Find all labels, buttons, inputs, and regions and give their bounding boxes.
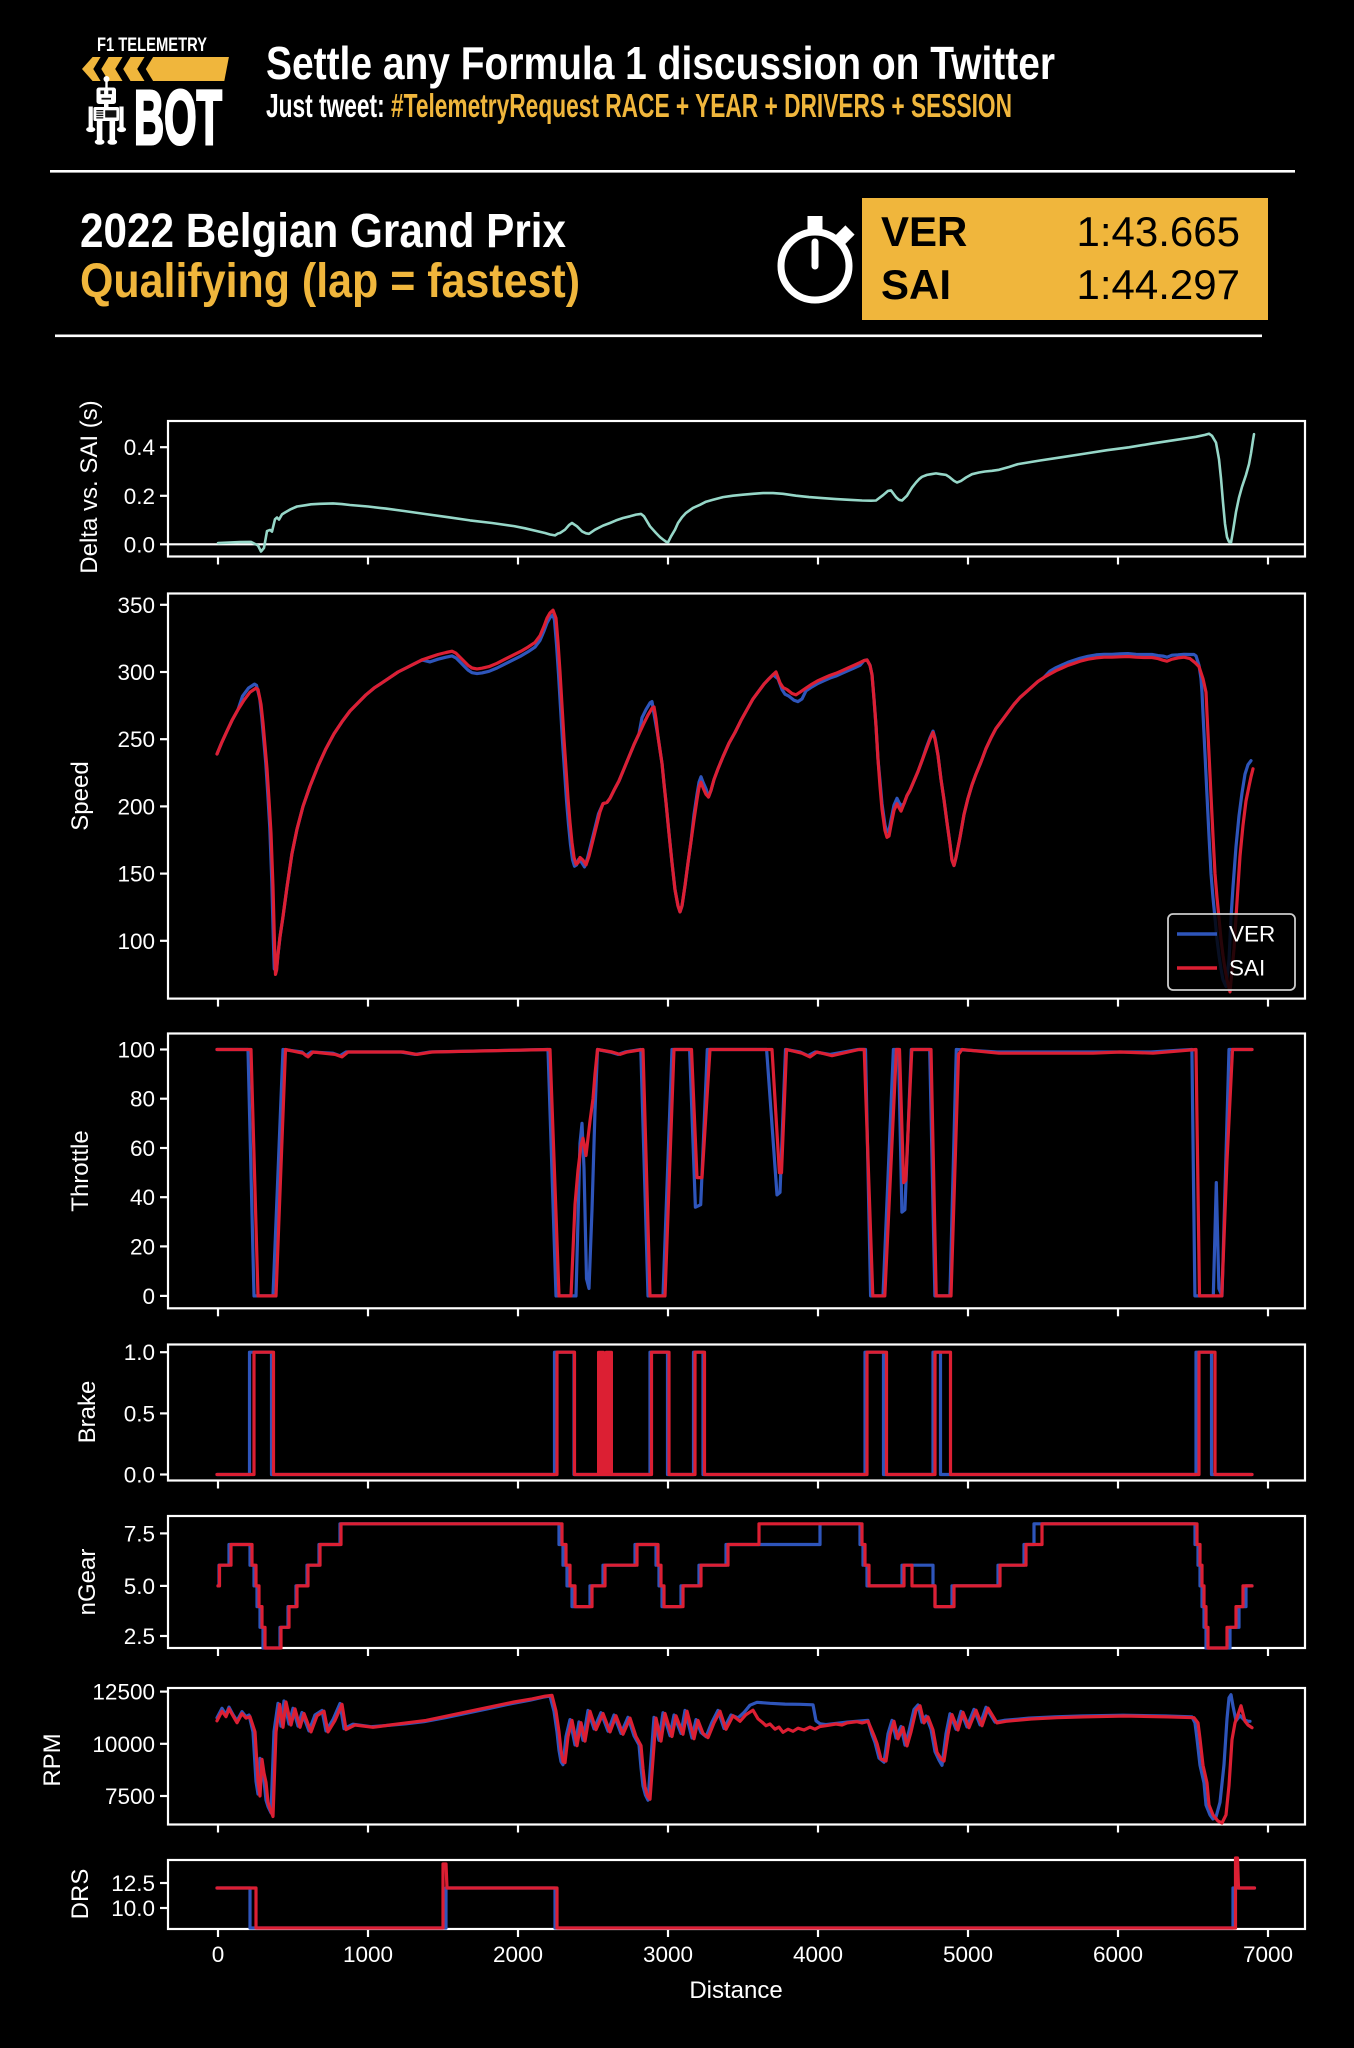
svg-text:7500: 7500	[105, 1784, 155, 1809]
svg-text:VER: VER	[1229, 922, 1275, 947]
svg-text:100: 100	[117, 929, 155, 954]
svg-text:0.4: 0.4	[124, 435, 155, 460]
svg-text:20: 20	[130, 1234, 155, 1259]
svg-text:Speed: Speed	[67, 761, 94, 830]
svg-text:1.0: 1.0	[124, 1340, 155, 1365]
svg-text:0.5: 0.5	[124, 1401, 155, 1426]
svg-text:DRS: DRS	[67, 1869, 94, 1920]
svg-text:SAI: SAI	[881, 261, 951, 308]
svg-text:3000: 3000	[643, 1942, 693, 1967]
svg-text:2000: 2000	[493, 1942, 543, 1967]
svg-text:250: 250	[117, 727, 155, 752]
svg-text:40: 40	[130, 1185, 155, 1210]
svg-text:1:44.297: 1:44.297	[1077, 261, 1241, 308]
svg-text:6000: 6000	[1093, 1942, 1143, 1967]
svg-text:BOT: BOT	[134, 75, 222, 161]
svg-text:100: 100	[117, 1038, 155, 1063]
svg-text:1:43.665: 1:43.665	[1077, 208, 1241, 255]
svg-text:7.5: 7.5	[124, 1521, 155, 1546]
svg-text:200: 200	[117, 794, 155, 819]
svg-text:1000: 1000	[343, 1942, 393, 1967]
svg-text:7000: 7000	[1243, 1942, 1293, 1967]
svg-text:5000: 5000	[943, 1942, 993, 1967]
svg-text:12.5: 12.5	[111, 1871, 155, 1896]
svg-text:0.0: 0.0	[124, 532, 155, 557]
svg-text:2022 Belgian Grand Prix: 2022 Belgian Grand Prix	[80, 205, 566, 258]
svg-text:F1 TELEMETRY: F1 TELEMETRY	[97, 35, 207, 56]
svg-text:Settle any Formula 1 discussio: Settle any Formula 1 discussion on Twitt…	[266, 37, 1055, 89]
svg-text:RPM: RPM	[39, 1733, 66, 1786]
svg-text:60: 60	[130, 1136, 155, 1161]
svg-text:300: 300	[117, 660, 155, 685]
svg-text:10.0: 10.0	[111, 1896, 155, 1921]
svg-text:2.5: 2.5	[124, 1624, 155, 1649]
svg-text:0.2: 0.2	[124, 484, 155, 509]
svg-text:Qualifying (lap = fastest): Qualifying (lap = fastest)	[80, 255, 580, 308]
svg-text:SAI: SAI	[1229, 956, 1265, 981]
svg-text:Distance: Distance	[689, 1977, 782, 2004]
svg-text:VER: VER	[881, 208, 967, 255]
svg-text:150: 150	[117, 862, 155, 887]
svg-text:Delta vs. SAI (s): Delta vs. SAI (s)	[76, 400, 103, 573]
svg-text:0.0: 0.0	[124, 1463, 155, 1488]
svg-text:0: 0	[142, 1284, 155, 1309]
svg-text:350: 350	[117, 593, 155, 618]
svg-text:5.0: 5.0	[124, 1574, 155, 1599]
svg-text:12500: 12500	[92, 1680, 155, 1705]
svg-text:10000: 10000	[92, 1732, 155, 1757]
svg-text:4000: 4000	[793, 1942, 843, 1967]
svg-text:80: 80	[130, 1087, 155, 1112]
svg-text:Brake: Brake	[74, 1381, 101, 1444]
svg-text:Just tweet: #TelemetryRequest: Just tweet: #TelemetryRequest RACE + YEA…	[266, 87, 1012, 124]
svg-text:nGear: nGear	[74, 1549, 101, 1616]
svg-text:0: 0	[212, 1942, 225, 1967]
svg-text:Throttle: Throttle	[67, 1130, 94, 1211]
